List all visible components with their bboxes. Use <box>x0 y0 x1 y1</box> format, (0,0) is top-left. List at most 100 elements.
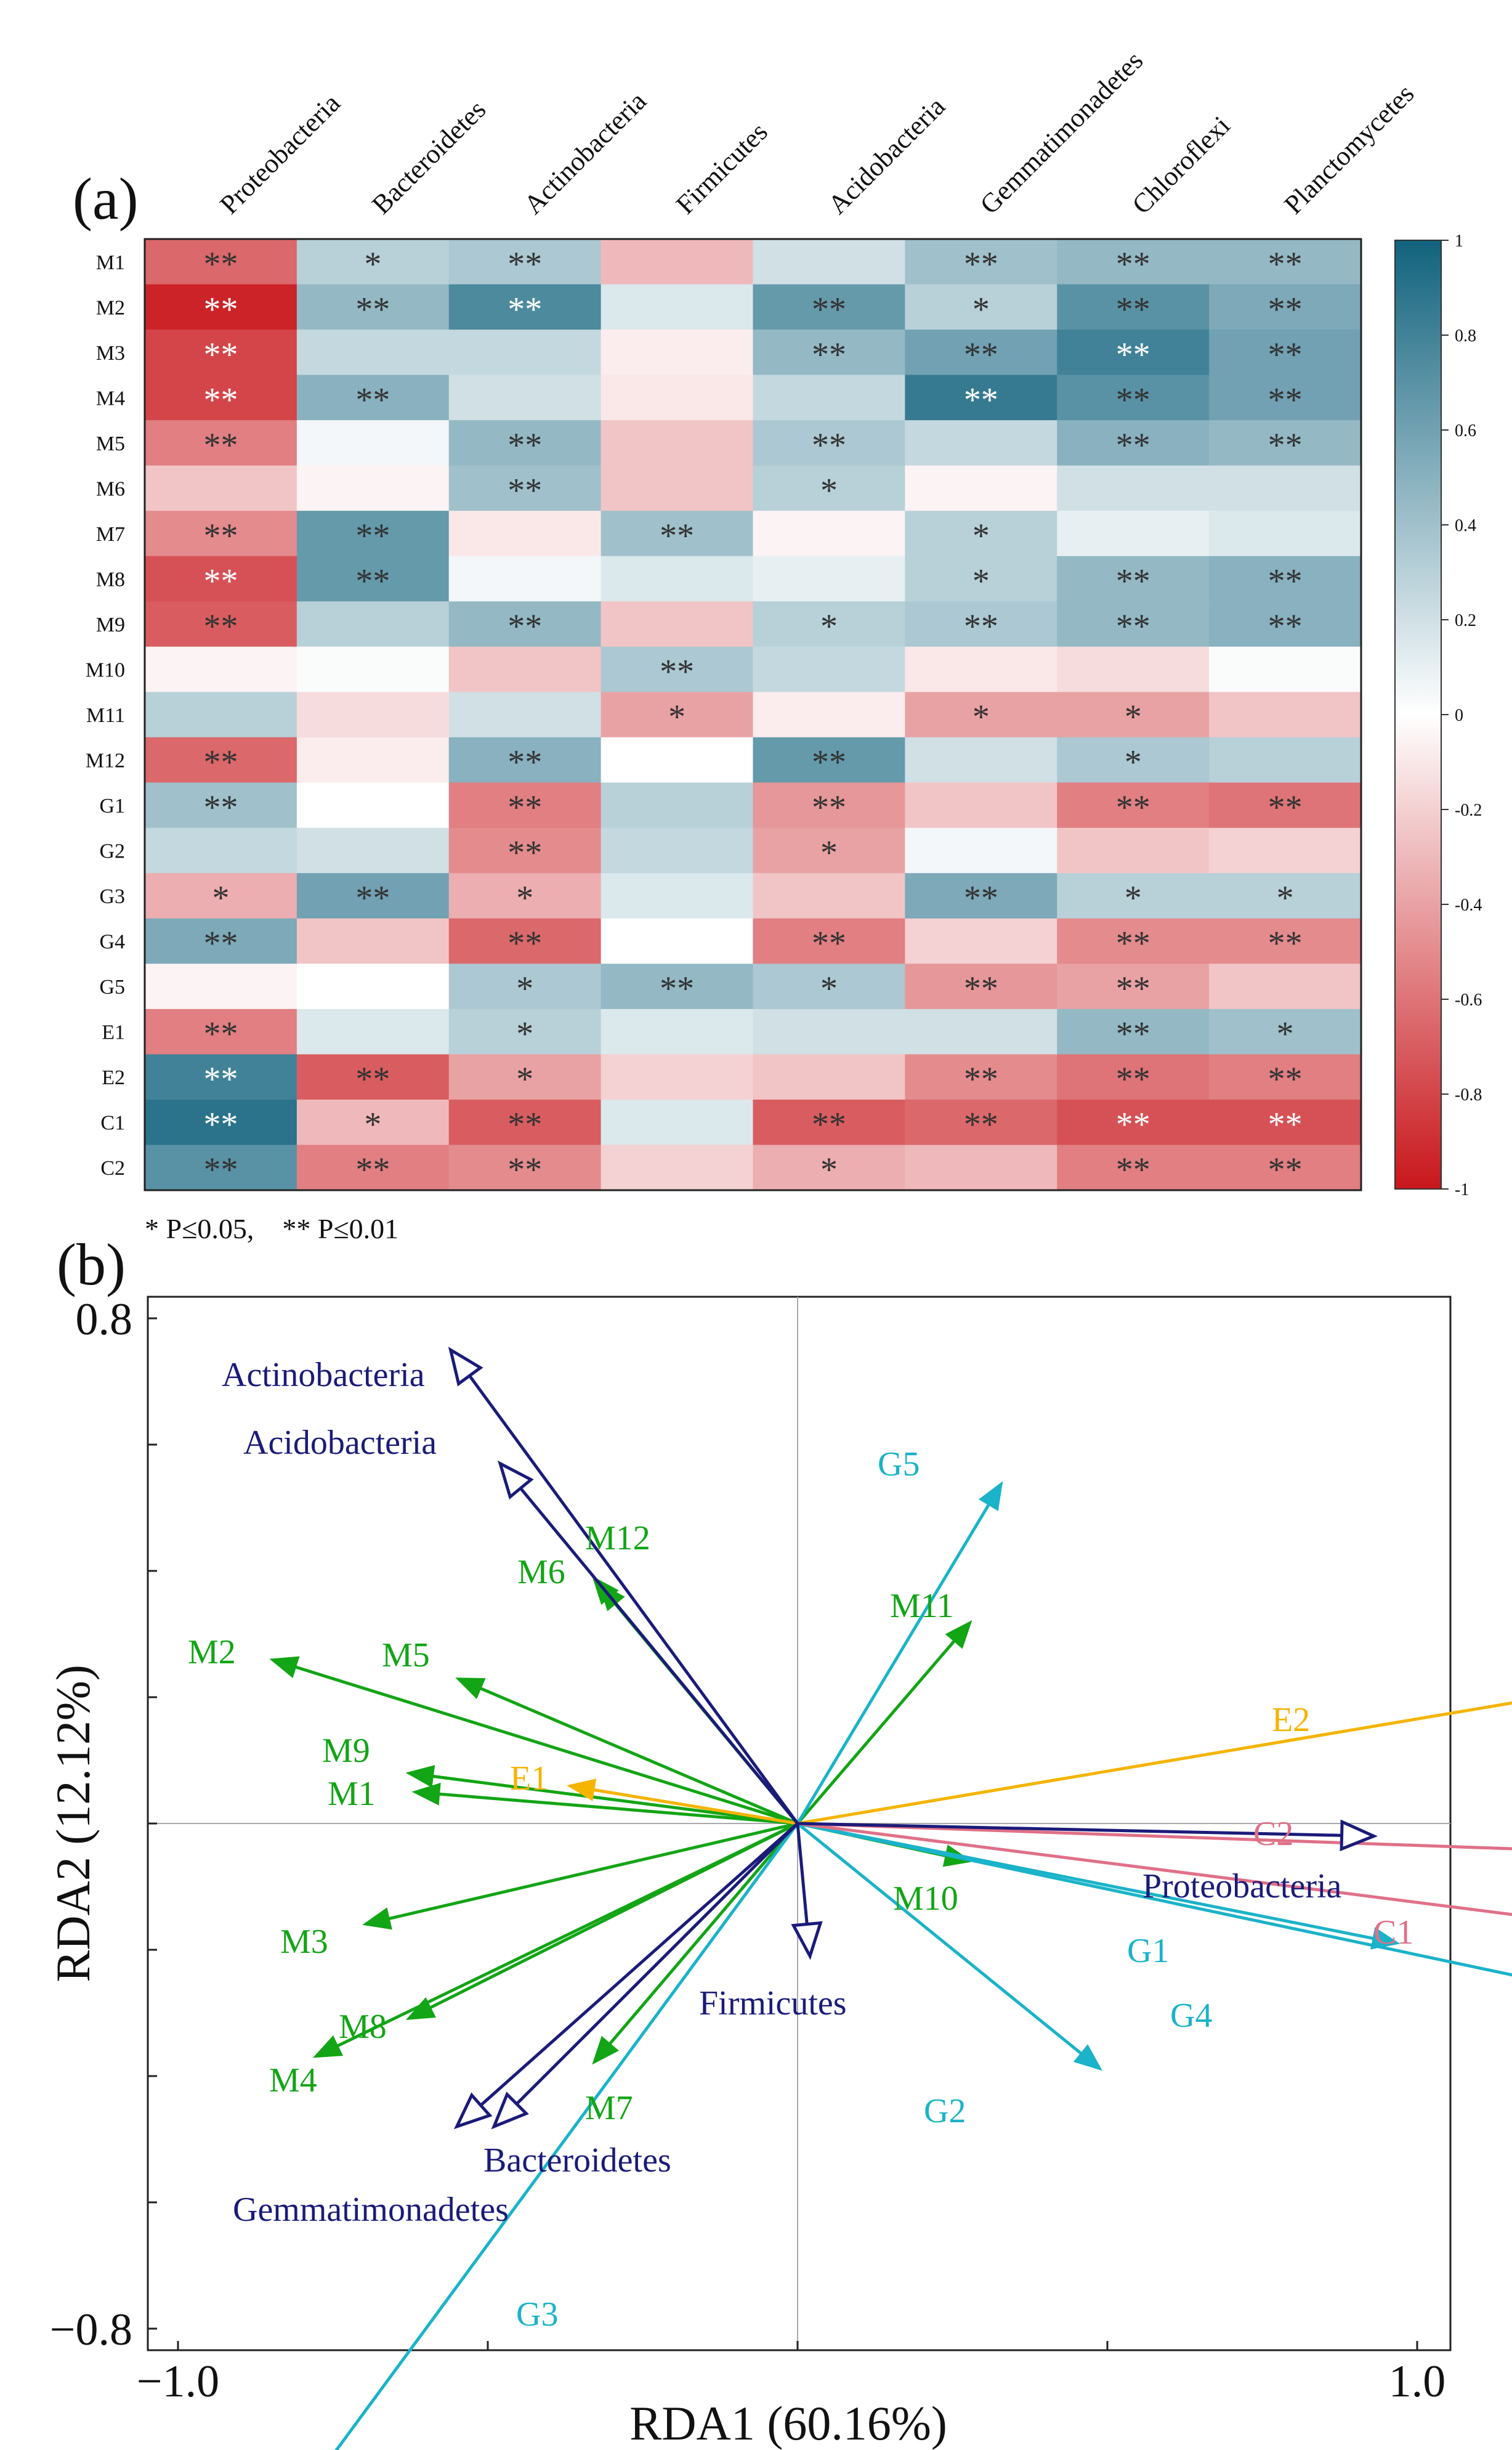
significance-mark: ** <box>507 789 542 827</box>
heatmap-cell <box>753 420 905 466</box>
heatmap-cell <box>1057 556 1210 602</box>
significance-mark: ** <box>203 1015 238 1053</box>
heatmap-cell <box>1209 330 1362 376</box>
colorbar-tick-label: -0.4 <box>1455 896 1482 915</box>
heatmap-cell <box>600 1054 754 1100</box>
rda-species-arrow <box>797 1819 1378 1852</box>
significance-mark: ** <box>507 1151 542 1189</box>
significance-mark: ** <box>203 426 238 464</box>
heatmap-cell <box>145 827 297 874</box>
heatmap-cell <box>600 782 754 829</box>
rda-sample-arrow <box>405 1765 798 1825</box>
rda-species-label: Proteobacteria <box>1142 1867 1342 1905</box>
significance-mark: ** <box>812 744 846 782</box>
heatmap-cell <box>1209 782 1362 829</box>
rda-sample-arrow <box>312 1822 799 2058</box>
significance-mark: * <box>820 607 838 646</box>
significance-mark: ** <box>1116 1151 1150 1189</box>
heatmap-cell <box>753 1008 905 1055</box>
heatmap-cell <box>296 284 450 330</box>
rda-sample-label: M2 <box>188 1633 236 1671</box>
rda-sample-arrow <box>592 1822 799 2065</box>
significance-mark: * <box>1125 698 1142 736</box>
heatmap-cell <box>145 873 297 919</box>
rda-sample-arrow <box>362 1822 798 1930</box>
significance-mark: ** <box>964 970 998 1008</box>
significance-mark: ** <box>355 381 390 419</box>
heatmap-cell <box>1057 601 1210 647</box>
heatmap-row-label: M2 <box>96 296 125 319</box>
heatmap-cell <box>448 692 602 738</box>
heatmap-cell <box>296 511 450 557</box>
significance-mark: ** <box>203 517 238 555</box>
colorbar <box>1394 240 1442 1190</box>
heatmap-cell <box>1209 1099 1362 1146</box>
heatmap-cell <box>448 1008 602 1055</box>
significance-mark: ** <box>1116 426 1150 464</box>
heatmap-row-label: M1 <box>96 251 125 274</box>
heatmap-cell <box>905 420 1057 466</box>
colorbar-tick-label: 0.6 <box>1455 421 1476 440</box>
heatmap-cell <box>1209 963 1362 1010</box>
rda-x-axis-title: RDA1 (60.16%) <box>629 2396 947 2450</box>
rda-species-arrow <box>498 1460 799 1825</box>
significance-mark: ** <box>203 1151 238 1189</box>
heatmap-cell <box>753 1099 905 1146</box>
heatmap-cell <box>296 1099 450 1146</box>
heatmap-column-label: Planctomycetes <box>1279 78 1420 220</box>
heatmap-cell <box>296 827 450 874</box>
heatmap-cell <box>296 782 450 829</box>
significance-mark: * <box>820 471 838 509</box>
heatmap-cell <box>905 284 1057 330</box>
panel-b-label: (b) <box>57 1231 126 1297</box>
rda-species-label: Acidobacteria <box>243 1424 437 1462</box>
heatmap-cell <box>1209 284 1362 330</box>
heatmap-panel: (a) ** * ** ** ** **** ** ** ** * ** **** ** ** ** ****… <box>73 46 1482 1244</box>
heatmap-cell <box>753 601 905 647</box>
heatmap-cell <box>905 963 1057 1010</box>
heatmap-cell <box>600 963 754 1010</box>
significance-mark: ** <box>203 381 238 419</box>
significance-mark: * <box>972 562 990 600</box>
heatmap-cell <box>145 1008 297 1055</box>
heatmap-cell <box>753 918 905 964</box>
significance-mark: ** <box>1268 925 1303 963</box>
rda-sample-label: G3 <box>516 2295 558 2334</box>
heatmap-cell <box>145 963 297 1010</box>
heatmap-column-labels: Proteobacteria Bacteroidetes Actinobacteri… <box>214 46 1420 220</box>
heatmap-cell <box>448 1145 602 1191</box>
significance-mark: ** <box>1116 290 1150 328</box>
heatmap-cell <box>448 375 602 421</box>
significance-mark: ** <box>812 925 846 963</box>
heatmap-cell <box>905 239 1057 285</box>
significance-mark: ** <box>203 789 238 827</box>
significance-mark: ** <box>203 744 238 782</box>
significance-mark: ** <box>1116 1060 1150 1098</box>
colorbar-tick-label: -0.2 <box>1455 801 1482 820</box>
heatmap-cell <box>1057 646 1210 692</box>
heatmap-cell <box>600 284 754 330</box>
heatmap-cell <box>1209 511 1362 557</box>
rda-sample-arrow <box>797 1822 1512 1917</box>
rda-sample-label: M7 <box>585 2089 633 2127</box>
heatmap-cell <box>753 692 905 738</box>
significance-mark: * <box>1277 1015 1294 1053</box>
heatmap-cell <box>753 782 905 829</box>
heatmap-column-label: Bacteroidetes <box>366 94 491 220</box>
heatmap-cell <box>145 511 297 557</box>
heatmap-cell <box>448 330 602 376</box>
significance-mark: ** <box>812 1106 846 1144</box>
significance-mark: ** <box>355 879 390 917</box>
heatmap-cell <box>753 239 905 285</box>
heatmap-column-label: Actinobacteria <box>518 86 652 220</box>
heatmap-cell <box>1057 737 1210 783</box>
significance-mark: ** <box>507 925 542 963</box>
heatmap-cell <box>905 646 1057 692</box>
heatmap-cell <box>753 873 905 919</box>
heatmap-cell <box>905 1099 1057 1146</box>
heatmap-cell <box>600 330 754 376</box>
heatmap-cell <box>448 284 602 330</box>
heatmap-cell <box>448 827 602 874</box>
rda-sample-arrow <box>567 1779 798 1825</box>
heatmap-column-label: Acidobacteria <box>822 91 951 220</box>
